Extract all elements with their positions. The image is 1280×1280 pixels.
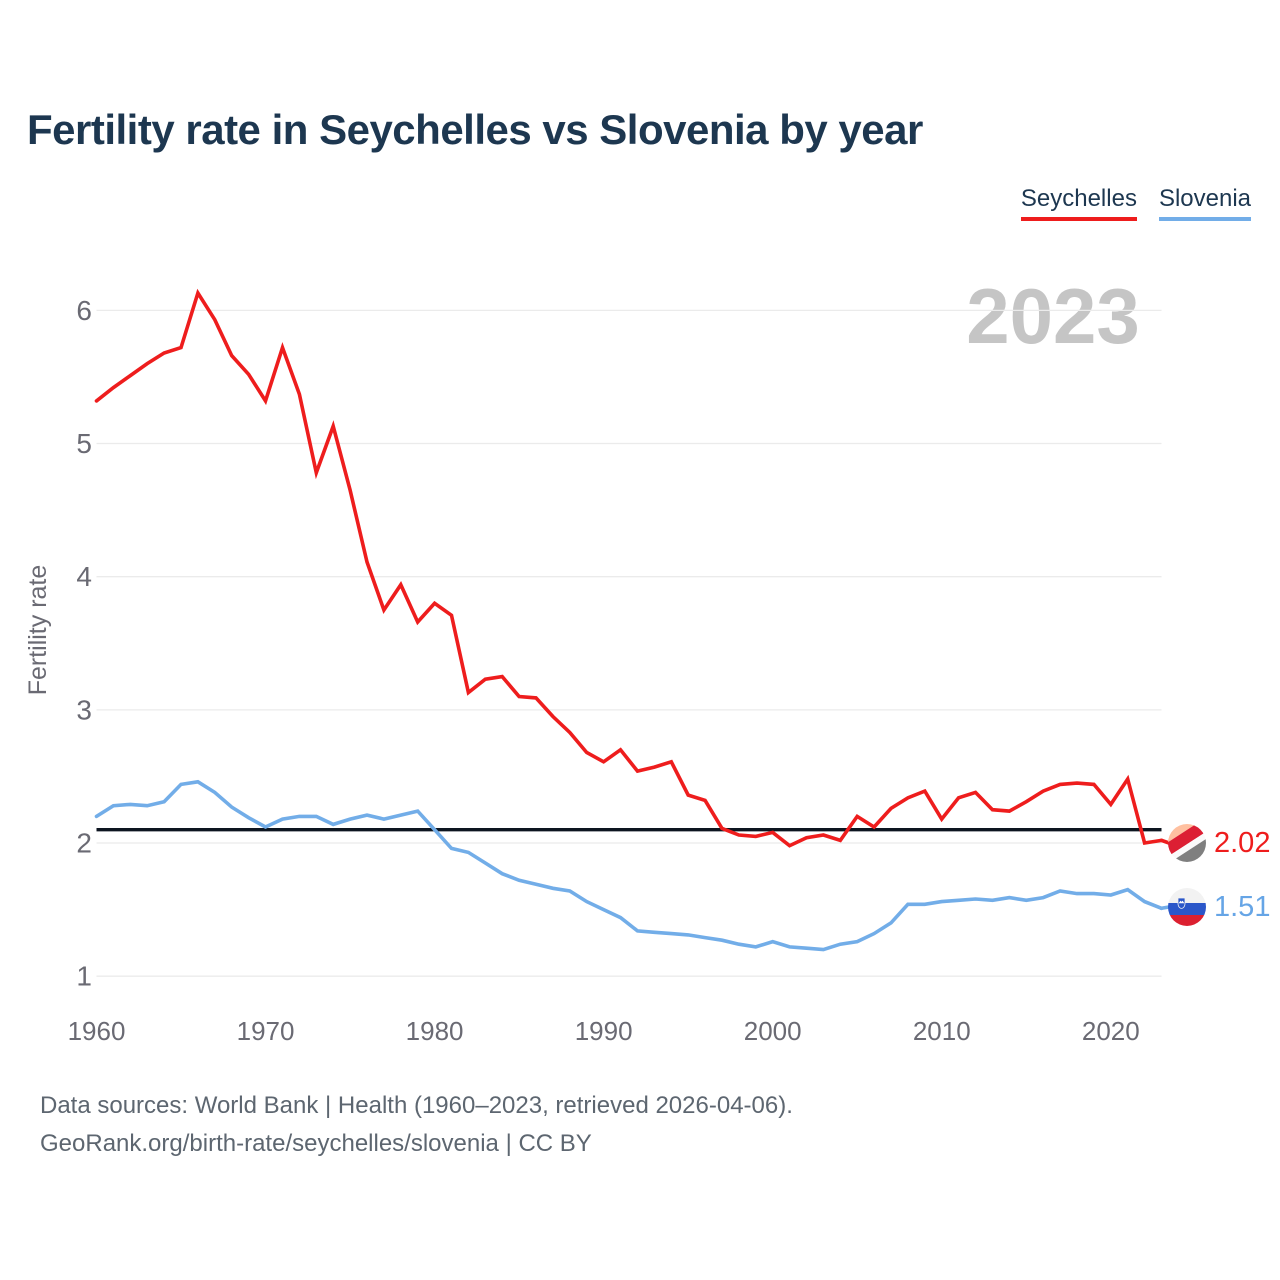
y-tick-label: 2 xyxy=(76,828,92,859)
y-tick-label: 5 xyxy=(76,428,92,459)
x-tick-label: 2000 xyxy=(744,1016,802,1046)
page-title: Fertility rate in Seychelles vs Slovenia… xyxy=(27,106,923,153)
seychelles-end-label: 2.02 xyxy=(1168,824,1270,862)
seychelles-end-value: 2.02 xyxy=(1214,826,1271,859)
seychelles-connector xyxy=(1159,838,1171,845)
x-tick-label: 1990 xyxy=(575,1016,633,1046)
footer-attribution: GeoRank.org/birth-rate/seychelles/sloven… xyxy=(40,1130,592,1157)
seychelles-underline-icon xyxy=(1020,217,1137,221)
y-axis-title: Fertility rate xyxy=(24,565,52,696)
y-axis-ticks: 1 2 3 4 5 6 xyxy=(76,295,92,992)
x-axis-ticks: 1960 1970 1980 1990 2000 2010 2020 xyxy=(68,1016,1140,1046)
slovenia-underline-icon xyxy=(1158,217,1251,221)
slovenia-end-label: 1.51 xyxy=(1168,888,1270,926)
slovenia-line xyxy=(94,779,1164,952)
year-watermark: 2023 xyxy=(966,272,1140,360)
footer: Data sources: World Bank | Health (1960–… xyxy=(40,1087,793,1163)
legend: Seychelles Slovenia xyxy=(1020,185,1251,221)
slovenia-flag-icon xyxy=(1168,888,1206,926)
x-tick-label: 1970 xyxy=(237,1016,295,1046)
y-tick-label: 1 xyxy=(76,961,92,992)
slovenia-connector xyxy=(1159,905,1171,911)
legend-label-seychelles: Seychelles xyxy=(1020,185,1137,212)
y-tick-label: 4 xyxy=(76,561,92,592)
x-tick-label: 2010 xyxy=(913,1016,971,1046)
slovenia-end-value: 1.51 xyxy=(1214,890,1271,923)
x-tick-label: 1980 xyxy=(406,1016,464,1046)
y-tick-label: 6 xyxy=(76,295,92,326)
seychelles-flag-icon xyxy=(1168,824,1206,862)
x-tick-label: 1960 xyxy=(68,1016,126,1046)
legend-item-seychelles[interactable]: Seychelles xyxy=(1020,185,1137,221)
footer-sources: Data sources: World Bank | Health (1960–… xyxy=(40,1092,793,1119)
y-tick-label: 3 xyxy=(76,694,92,725)
legend-item-slovenia[interactable]: Slovenia xyxy=(1158,185,1251,221)
x-tick-label: 2020 xyxy=(1082,1016,1140,1046)
line-end-connectors xyxy=(1159,838,1171,911)
seychelles-line xyxy=(94,288,1164,848)
gridlines xyxy=(96,309,1162,977)
legend-label-slovenia: Slovenia xyxy=(1158,185,1251,212)
